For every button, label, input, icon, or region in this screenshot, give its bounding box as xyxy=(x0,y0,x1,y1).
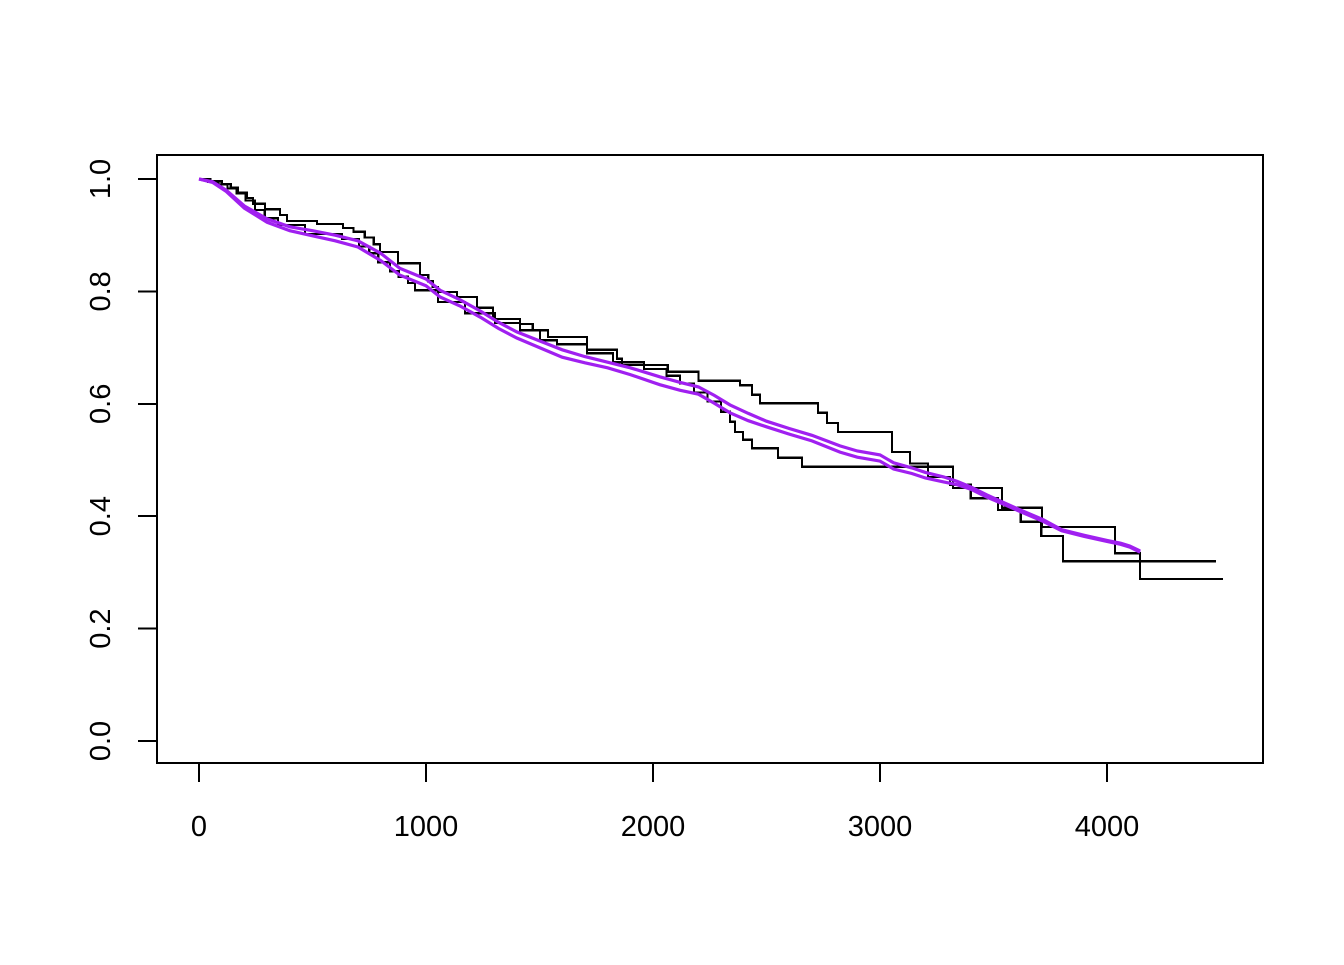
curves xyxy=(198,177,1223,581)
fitted-curve-2 xyxy=(198,177,1141,554)
x-axis-tick-label: 4000 xyxy=(1075,811,1140,843)
y-axis-tick-label: 0.6 xyxy=(85,384,117,424)
plot-frame xyxy=(156,154,1264,764)
plot-box xyxy=(156,154,1264,764)
y-axis-tick-label: 0.4 xyxy=(85,496,117,536)
axis-ticks xyxy=(138,178,1108,782)
fitted-curve-1 xyxy=(198,177,1141,553)
y-axis-tick-label: 1.0 xyxy=(85,159,117,199)
x-axis-tick-label: 0 xyxy=(191,811,207,843)
y-axis-tick-label: 0.8 xyxy=(85,271,117,311)
x-axis-tick-label: 1000 xyxy=(394,811,459,843)
y-axis-tick-label: 0.2 xyxy=(85,608,117,648)
km-step-curve-2 xyxy=(199,177,1216,563)
x-axis-tick-label: 3000 xyxy=(848,811,913,843)
axis-labels: 0 1000 2000 3000 4000 0.0 0.2 0.4 0.6 0.8 1.0 xyxy=(85,159,1139,843)
y-axis-tick-label: 0.0 xyxy=(85,721,117,761)
x-axis-tick-label: 2000 xyxy=(621,811,686,843)
